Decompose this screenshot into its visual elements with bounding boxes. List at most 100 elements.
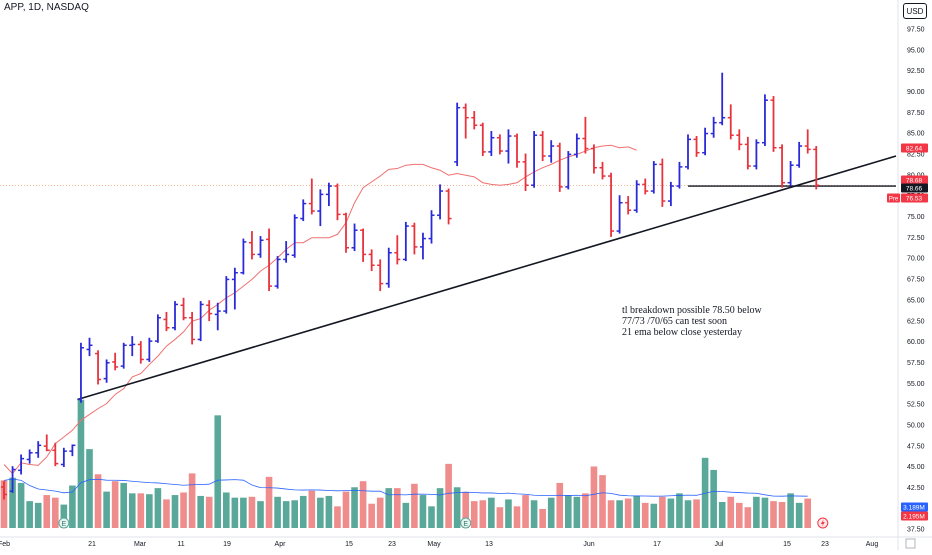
volume-bar xyxy=(590,466,598,528)
volume-bar xyxy=(231,497,239,528)
volume-bar xyxy=(428,506,435,528)
ohlc-bar xyxy=(60,447,67,467)
ohlc-bar xyxy=(308,178,315,215)
volume-bar xyxy=(60,504,68,528)
ohlc-bar xyxy=(488,131,495,157)
volume-bar xyxy=(445,463,452,528)
y-tick-label: 90.00 xyxy=(907,89,925,96)
ohlc-bar xyxy=(471,111,478,130)
ohlc-bar xyxy=(86,337,93,357)
earnings-icon-glyph: E xyxy=(463,521,468,528)
volume-bar xyxy=(667,498,675,528)
ohlc-bar xyxy=(693,136,700,157)
y-tick-label: 45.00 xyxy=(907,464,925,471)
volume-bar xyxy=(43,495,51,528)
ohlc-bar xyxy=(172,301,178,331)
ohlc-bar xyxy=(120,342,127,369)
ohlc-bar xyxy=(582,116,589,154)
ohlc-bar xyxy=(291,214,298,258)
ohlc-bar xyxy=(556,142,563,192)
volume-bar xyxy=(103,491,110,528)
ohlc-bar xyxy=(744,136,751,170)
x-tick-label: 23 xyxy=(821,541,829,548)
volume-bar xyxy=(505,499,512,528)
volume-bar xyxy=(539,508,546,528)
volume-bar xyxy=(394,488,401,528)
ohlc-bar xyxy=(770,96,777,152)
y-tick-label: 47.50 xyxy=(907,443,925,450)
volume-bar xyxy=(607,500,615,528)
ohlc-bar xyxy=(702,127,709,156)
ohlc-bar xyxy=(257,236,264,258)
ohlc-bar xyxy=(163,311,170,332)
ohlc-bar xyxy=(727,104,734,140)
ohlc-bar xyxy=(761,94,768,147)
y-tick-label: 67.50 xyxy=(907,277,925,284)
volume-bar xyxy=(368,503,375,528)
annotation-line-1: tl breakdown possible 78.50 below xyxy=(622,305,762,316)
volume-bar xyxy=(257,501,264,528)
text-annotation[interactable]: tl breakdown possible 78.50 below 77/73 … xyxy=(622,305,762,338)
x-tick-label: Feb xyxy=(0,541,10,548)
volume-bar xyxy=(351,487,358,528)
annotation-line-2: 77/73 /70/65 can test soon xyxy=(622,316,727,327)
lightning-icon xyxy=(817,517,829,529)
volume-bar xyxy=(573,496,581,528)
volume-bar xyxy=(94,474,102,528)
volume-bar xyxy=(736,502,743,528)
volume-bar xyxy=(205,496,213,528)
volume-bar xyxy=(52,497,59,528)
volume-bar xyxy=(624,498,632,528)
y-tick-label: 92.50 xyxy=(907,68,925,75)
earnings-icon: E xyxy=(460,517,472,529)
ohlc-bar xyxy=(18,454,25,475)
volume-bar xyxy=(180,492,187,528)
ohlc-bar xyxy=(479,122,486,157)
volume-bar xyxy=(265,476,273,528)
trendline xyxy=(77,155,897,401)
volume-bar xyxy=(69,485,76,528)
ohlc-bar xyxy=(445,188,452,225)
volume-bar xyxy=(299,495,307,528)
volume-bar xyxy=(154,488,162,528)
earnings-icon-glyph: E xyxy=(62,521,67,528)
ohlc-bar xyxy=(300,199,307,222)
ohlc-bar xyxy=(377,259,384,292)
y-tick-label: 42.50 xyxy=(907,485,925,492)
volume-bar xyxy=(9,477,16,528)
volume-bar xyxy=(188,473,196,528)
volume-ma-line xyxy=(3,478,808,497)
currency-button[interactable]: USD xyxy=(903,3,927,19)
ohlc-bar xyxy=(274,256,281,289)
volume-bar xyxy=(496,507,504,528)
ohlc-bar xyxy=(368,249,375,272)
volume-bar xyxy=(223,492,230,528)
y-tick-label: 52.50 xyxy=(907,402,925,409)
volume-bar xyxy=(659,496,666,528)
volume-bar xyxy=(744,507,752,528)
volume-bar xyxy=(411,483,418,528)
volume-bar xyxy=(530,500,538,528)
ohlc-bar xyxy=(317,189,324,227)
ohlc-bar xyxy=(505,129,512,164)
volume-bar xyxy=(291,500,298,528)
y-tick-label: 37.50 xyxy=(907,527,925,534)
volume-bar xyxy=(616,500,623,528)
price-tag-bg xyxy=(901,183,928,193)
ohlc-bar xyxy=(804,129,811,154)
y-tick-label: 57.50 xyxy=(907,360,925,367)
ohlc-bar xyxy=(625,196,632,215)
volume-bar xyxy=(804,498,811,528)
volume-bar xyxy=(137,493,145,528)
ohlc-bar xyxy=(385,247,392,288)
volume-bar xyxy=(402,502,410,528)
price-tag-label: 78.66 xyxy=(906,186,923,193)
volume-bar xyxy=(248,496,256,528)
volume-bar xyxy=(26,501,33,528)
ohlc-bar xyxy=(411,222,418,255)
volume-bar xyxy=(676,493,683,528)
volume-bar xyxy=(761,497,769,528)
ohlc-bar xyxy=(95,350,102,385)
